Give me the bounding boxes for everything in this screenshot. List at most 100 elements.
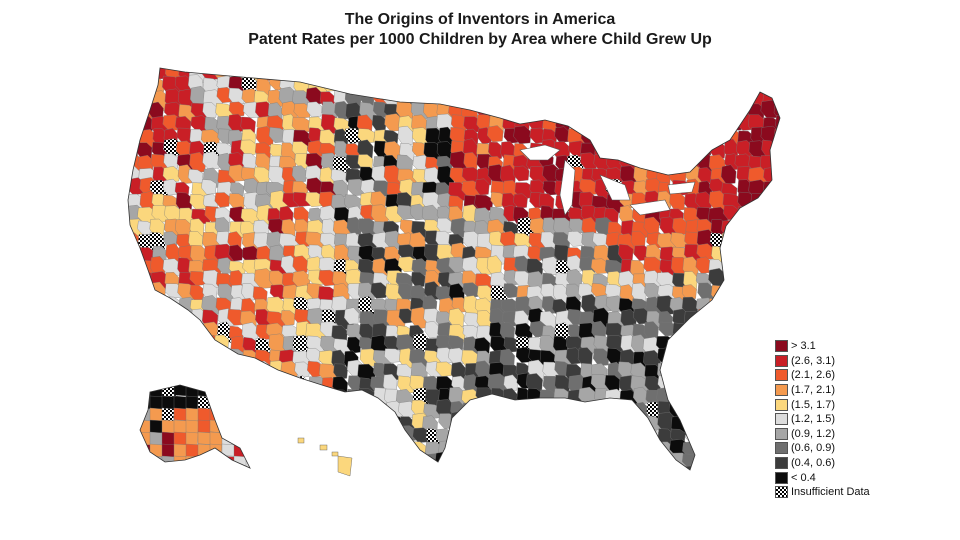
map-area-cell bbox=[190, 346, 206, 365]
map-area-cell bbox=[331, 402, 349, 421]
map-area-cell bbox=[382, 466, 399, 470]
map-area-cell bbox=[552, 68, 573, 81]
map-area-cell bbox=[280, 427, 301, 450]
map-area-cell bbox=[711, 87, 728, 107]
map-area-cell bbox=[760, 75, 779, 92]
map-area-cell bbox=[305, 451, 324, 469]
map-area-cell bbox=[747, 361, 763, 380]
map-area-cell bbox=[516, 401, 535, 420]
map-area-cell bbox=[513, 101, 531, 120]
map-area-cell bbox=[474, 438, 490, 456]
map-area-cell bbox=[411, 454, 426, 470]
title-line-1: The Origins of Inventors in America bbox=[344, 11, 616, 28]
map-area-cell bbox=[748, 231, 765, 251]
map-area-cell bbox=[214, 463, 232, 470]
map-area-cell bbox=[500, 412, 517, 432]
map-area-cell bbox=[473, 68, 492, 79]
map-area-cell bbox=[502, 427, 523, 446]
map-area-cell bbox=[644, 129, 662, 145]
map-area-cell bbox=[240, 387, 259, 403]
map-area-cell bbox=[128, 424, 144, 443]
map-area-cell bbox=[695, 191, 713, 209]
map-area-cell bbox=[411, 74, 428, 94]
map-area-cell bbox=[604, 88, 624, 108]
map-area-cell bbox=[292, 68, 311, 79]
map-area-cell bbox=[149, 298, 168, 317]
map-area-cell bbox=[734, 246, 755, 264]
map-area-cell bbox=[139, 452, 155, 469]
map-area-cell bbox=[736, 310, 751, 328]
map-area-cell bbox=[233, 385, 250, 397]
map-area-cell bbox=[128, 103, 145, 123]
map-area-cell bbox=[489, 429, 506, 445]
map-area-cell bbox=[140, 467, 154, 468]
map-area-cell bbox=[775, 141, 780, 158]
map-area-cell bbox=[567, 104, 589, 121]
map-area-cell bbox=[579, 116, 597, 137]
map-area-cell bbox=[253, 463, 274, 470]
map-area-cell bbox=[760, 294, 779, 315]
map-area-cell bbox=[128, 259, 141, 279]
map-area-cell bbox=[370, 441, 387, 459]
map-area-cell bbox=[357, 139, 374, 160]
map-area-cell bbox=[503, 283, 518, 299]
map-area-cell bbox=[762, 191, 780, 209]
map-area-cell bbox=[214, 192, 231, 208]
map-area-cell bbox=[228, 414, 245, 434]
map-area-cell bbox=[607, 68, 627, 84]
map-area-cell bbox=[683, 338, 699, 354]
map-area-cell bbox=[750, 390, 767, 408]
map-area-cell bbox=[605, 439, 626, 456]
map-area-cell bbox=[750, 246, 770, 265]
map-area-cell bbox=[709, 376, 725, 392]
map-area-cell bbox=[177, 362, 193, 379]
map-area-cell bbox=[360, 466, 377, 470]
map-area-cell bbox=[449, 465, 470, 470]
map-area-cell bbox=[214, 389, 232, 407]
map-area-cell bbox=[221, 407, 237, 423]
map-area-cell bbox=[460, 439, 477, 458]
map-area-cell bbox=[568, 74, 585, 94]
map-area-cell bbox=[448, 335, 464, 351]
map-area-cell bbox=[735, 89, 756, 108]
map-area-cell bbox=[128, 349, 144, 367]
map-area-cell bbox=[513, 125, 532, 145]
map-area-cell bbox=[409, 68, 430, 82]
map-area-cell bbox=[671, 335, 688, 355]
title-line-2: Patent Rates per 1000 Children by Area w… bbox=[248, 31, 712, 48]
map-area-cell bbox=[620, 112, 638, 132]
map-area-cell bbox=[590, 464, 611, 470]
legend-item: (0.9, 1.2) bbox=[775, 427, 925, 442]
map-area-cell bbox=[734, 452, 753, 470]
map-area-cell bbox=[372, 68, 392, 82]
map-area-cell bbox=[190, 374, 210, 391]
map-area-cell bbox=[551, 451, 568, 470]
map-area-cell bbox=[269, 426, 290, 445]
map-area-cell bbox=[774, 75, 780, 92]
map-area-cell bbox=[502, 453, 523, 470]
map-area-cell bbox=[632, 442, 650, 459]
legend-label: (1.2, 1.5) bbox=[791, 413, 836, 426]
map-area-cell bbox=[383, 424, 400, 446]
map-area-cell bbox=[735, 426, 754, 446]
map-area-cell bbox=[424, 465, 445, 470]
legend-item: (0.4, 0.6) bbox=[775, 456, 925, 471]
map-area-cell bbox=[671, 68, 689, 82]
map-area-cell bbox=[489, 400, 506, 418]
map-area-cell bbox=[267, 467, 284, 470]
map-area-cell bbox=[733, 270, 751, 288]
map-area-cell bbox=[695, 334, 714, 355]
map-area-cell bbox=[593, 113, 614, 134]
map-area-cell bbox=[763, 181, 780, 199]
map-area-cell bbox=[461, 77, 481, 97]
map-area-cell bbox=[209, 467, 225, 468]
map-area-cell bbox=[775, 246, 780, 261]
map-area-cell bbox=[137, 361, 155, 383]
map-area-cell bbox=[697, 307, 715, 327]
map-area-cell bbox=[749, 204, 769, 221]
map-area-cell bbox=[565, 68, 582, 80]
map-area-cell bbox=[594, 427, 613, 446]
map-area-cell bbox=[709, 309, 730, 326]
map-area-cell bbox=[228, 101, 246, 117]
map-area-cell bbox=[128, 68, 139, 82]
